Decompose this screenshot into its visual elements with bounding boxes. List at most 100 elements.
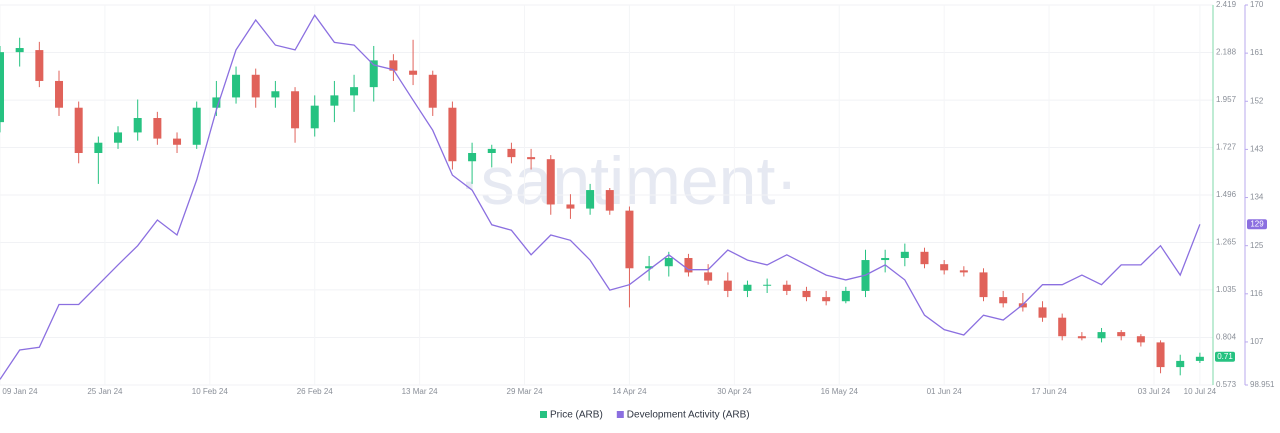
candle-body bbox=[900, 251, 909, 258]
candle-body bbox=[251, 74, 260, 98]
candle-body bbox=[566, 204, 575, 209]
candle-body bbox=[35, 50, 44, 81]
y2-tick-label: 170 bbox=[1250, 0, 1264, 9]
candle-body bbox=[684, 257, 693, 273]
candle-body bbox=[743, 284, 752, 291]
y2-tick-label: 107 bbox=[1250, 337, 1264, 346]
candle-body bbox=[920, 251, 929, 265]
y2-tick-label: 152 bbox=[1250, 96, 1264, 105]
y-tick-label: 0.804 bbox=[1216, 333, 1237, 342]
candle-body bbox=[271, 91, 280, 98]
candle-body bbox=[94, 142, 103, 154]
candle-body bbox=[232, 74, 241, 98]
candle-body bbox=[153, 118, 162, 139]
candle-body bbox=[1077, 336, 1086, 339]
candle-body bbox=[369, 60, 378, 88]
line-series bbox=[0, 13, 1201, 380]
candle-body bbox=[1136, 336, 1145, 343]
y-tick-label: 2.188 bbox=[1216, 48, 1237, 57]
y-tick-label: 1.727 bbox=[1216, 143, 1237, 152]
candle-body bbox=[173, 138, 182, 145]
candle-body bbox=[1058, 317, 1067, 337]
candle-body bbox=[507, 148, 516, 158]
x-tick-label: 10 Jul 24 bbox=[1184, 387, 1217, 396]
candle-body bbox=[330, 95, 339, 106]
x-tick-label: 09 Jan 24 bbox=[2, 387, 38, 396]
candle-body bbox=[1156, 342, 1165, 368]
candle-body bbox=[802, 290, 811, 298]
legend-swatch bbox=[540, 411, 547, 418]
candle-body bbox=[409, 70, 418, 75]
candle-body bbox=[192, 107, 201, 145]
candle-body bbox=[1038, 307, 1047, 318]
candle-body bbox=[664, 257, 673, 267]
candle-body bbox=[527, 157, 536, 160]
candle-body bbox=[763, 284, 772, 286]
x-tick-label: 26 Feb 24 bbox=[297, 387, 334, 396]
value-badge-label: 129 bbox=[1250, 219, 1264, 228]
candle-body bbox=[723, 280, 732, 291]
candle-body bbox=[1117, 332, 1126, 337]
candle-body bbox=[468, 153, 477, 162]
candle-body bbox=[940, 264, 949, 271]
candle-body bbox=[350, 87, 359, 96]
candle-body bbox=[133, 118, 142, 133]
x-tick-label: 25 Jan 24 bbox=[87, 387, 123, 396]
candle-body bbox=[0, 52, 4, 123]
legend-label: Development Activity (ARB) bbox=[627, 410, 750, 421]
x-tick-label: 29 Mar 24 bbox=[507, 387, 544, 396]
candle-body bbox=[114, 132, 123, 143]
candle-body bbox=[428, 74, 437, 108]
x-tick-label: 13 Mar 24 bbox=[402, 387, 439, 396]
candle-body bbox=[625, 210, 634, 269]
x-tick-label: 03 Jul 24 bbox=[1138, 387, 1171, 396]
candle-body bbox=[782, 284, 791, 291]
candle-body bbox=[448, 107, 457, 162]
candle-body bbox=[841, 290, 850, 302]
legend-label: Price (ARB) bbox=[550, 410, 603, 421]
candle-body bbox=[310, 105, 319, 129]
y-tick-label: 1.496 bbox=[1216, 190, 1237, 199]
candle-body bbox=[1097, 332, 1106, 339]
value-badge-label: 0.71 bbox=[1217, 352, 1233, 361]
y-tick-label: 1.265 bbox=[1216, 238, 1237, 247]
candle-body bbox=[1176, 360, 1185, 368]
legend-item: Development Activity (ARB) bbox=[616, 410, 750, 421]
x-tick-label: 16 May 24 bbox=[821, 387, 859, 396]
y2-tick-label: 98.951 bbox=[1250, 380, 1275, 389]
value-badge bbox=[1247, 219, 1267, 230]
candle-body bbox=[586, 190, 595, 209]
y-tick-label: 1.957 bbox=[1216, 95, 1237, 104]
candle-body bbox=[704, 272, 713, 281]
y2-tick-label: 134 bbox=[1250, 193, 1264, 202]
y-tick-label: 1.035 bbox=[1216, 285, 1237, 294]
candle-body bbox=[999, 297, 1008, 304]
y2-tick-label: 161 bbox=[1250, 48, 1264, 57]
y2-tick-label: 125 bbox=[1250, 241, 1264, 250]
candle-body bbox=[645, 266, 654, 269]
y-tick-label: 0.573 bbox=[1216, 380, 1237, 389]
candle-body bbox=[55, 80, 64, 108]
legend-swatch bbox=[616, 411, 624, 418]
x-tick-label: 17 Jun 24 bbox=[1032, 387, 1068, 396]
candle-body bbox=[979, 272, 988, 298]
candle-body bbox=[487, 148, 496, 154]
x-tick-label: 14 Apr 24 bbox=[612, 387, 647, 396]
value-badge bbox=[1215, 351, 1235, 362]
y-tick-label: 2.419 bbox=[1216, 0, 1237, 9]
legend-item: Price (ARB) bbox=[540, 410, 603, 421]
candle-body bbox=[1195, 356, 1204, 361]
candle-body bbox=[959, 270, 968, 273]
candle-body bbox=[74, 107, 83, 154]
y2-tick-label: 143 bbox=[1250, 145, 1264, 154]
candle-body bbox=[212, 97, 221, 108]
candle-body bbox=[605, 190, 614, 211]
candle-body bbox=[389, 60, 398, 71]
candle-body bbox=[822, 297, 831, 302]
x-tick-label: 01 Jun 24 bbox=[927, 387, 963, 396]
x-tick-label: 10 Feb 24 bbox=[192, 387, 229, 396]
x-tick-label: 30 Apr 24 bbox=[717, 387, 752, 396]
candle-body bbox=[291, 91, 300, 129]
